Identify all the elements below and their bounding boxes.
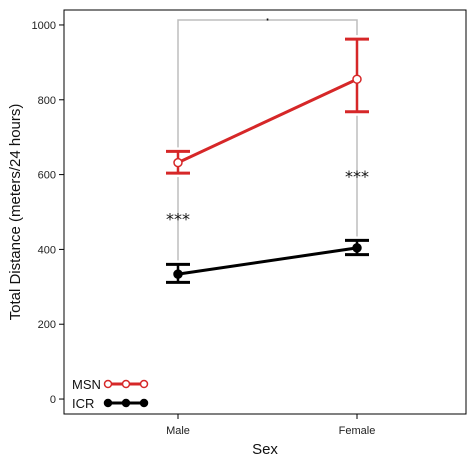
legend-label-msn: MSN [72, 377, 101, 392]
y-axis-title: Total Distance (meters/24 hours) [7, 104, 24, 321]
data-point-icr-female [352, 243, 362, 253]
annotation-male: *** [166, 210, 190, 229]
annotation-female: *** [345, 167, 369, 186]
x-tick-label-male: Male [166, 425, 190, 437]
y-tick-label-200: 200 [38, 319, 56, 331]
y-tick-label-800: 800 [38, 95, 56, 107]
x-axis-title: Sex [252, 441, 278, 458]
annotation-between-categories: · [265, 10, 270, 29]
data-point-icr-male [173, 269, 183, 279]
legend-label-icr: ICR [72, 396, 94, 411]
legend-marker-icr-2 [139, 398, 149, 408]
data-point-msn-male [173, 157, 183, 168]
significance-brackets [177, 19, 358, 261]
y-tick-label-400: 400 [38, 244, 56, 256]
legend-marker-icr-1 [121, 398, 131, 408]
x-tick-label-female: Female [339, 425, 376, 437]
plot-frame [63, 9, 467, 415]
legend-marker-icr-0 [103, 398, 113, 408]
series-line-msn [177, 77, 358, 164]
legend-marker-msn-2 [139, 379, 149, 389]
bracket-between-categories [177, 19, 358, 148]
series-layer [166, 37, 369, 284]
legend: MSN ICR [72, 377, 149, 411]
data-point-msn-female [352, 74, 362, 84]
annotations: · *** *** [166, 10, 369, 229]
legend-marker-msn-1 [121, 379, 131, 389]
y-axis: 0 200 400 600 800 1000 [32, 20, 64, 406]
x-axis: Male Female [166, 414, 375, 437]
series-line-icr [177, 246, 358, 276]
y-tick-label-0: 0 [50, 394, 56, 406]
y-tick-label-600: 600 [38, 170, 56, 182]
y-tick-label-1000: 1000 [32, 20, 56, 32]
legend-marker-msn-0 [103, 379, 113, 389]
